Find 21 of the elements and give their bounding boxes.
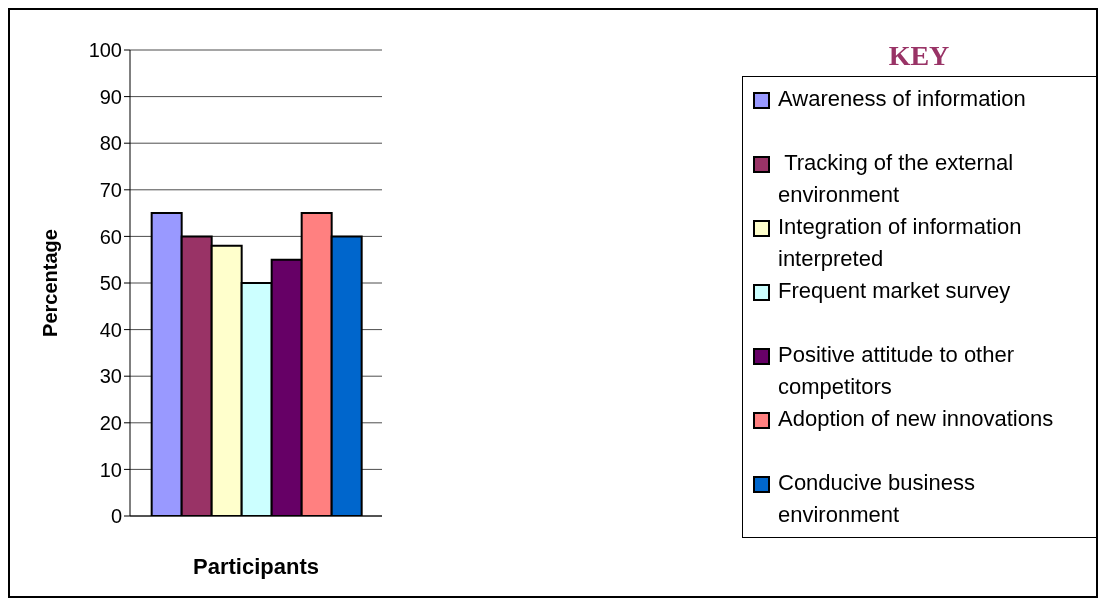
- legend-label: Adoption of new innovations: [778, 405, 1054, 433]
- legend-label: Positive attitude to other competitors: [778, 341, 1016, 401]
- legend-label: Conducive business environment: [778, 469, 976, 529]
- y-tick-label: 90: [99, 85, 122, 108]
- y-tick-label: 20: [99, 411, 122, 434]
- legend-label: Tracking of the external environment: [778, 149, 1015, 209]
- y-tick-label: 60: [99, 225, 122, 248]
- y-tick-label: 50: [99, 272, 122, 295]
- y-tick-label: 30: [99, 365, 122, 388]
- legend-label: Integration of information interpreted: [778, 213, 1023, 273]
- y-axis-title: Percentage: [39, 229, 62, 337]
- legend-title: KEY: [887, 40, 951, 72]
- legend-label: Frequent market survey: [778, 277, 1011, 305]
- y-tick-label: 40: [99, 318, 122, 341]
- x-axis-title: Participants: [193, 554, 319, 579]
- y-tick-label: 100: [88, 39, 122, 62]
- y-tick-label: 80: [99, 132, 122, 155]
- y-tick-label: 0: [110, 505, 122, 528]
- y-tick-label: 10: [99, 458, 122, 481]
- y-tick-label: 70: [99, 178, 122, 201]
- legend-label: Awareness of information: [778, 85, 1026, 113]
